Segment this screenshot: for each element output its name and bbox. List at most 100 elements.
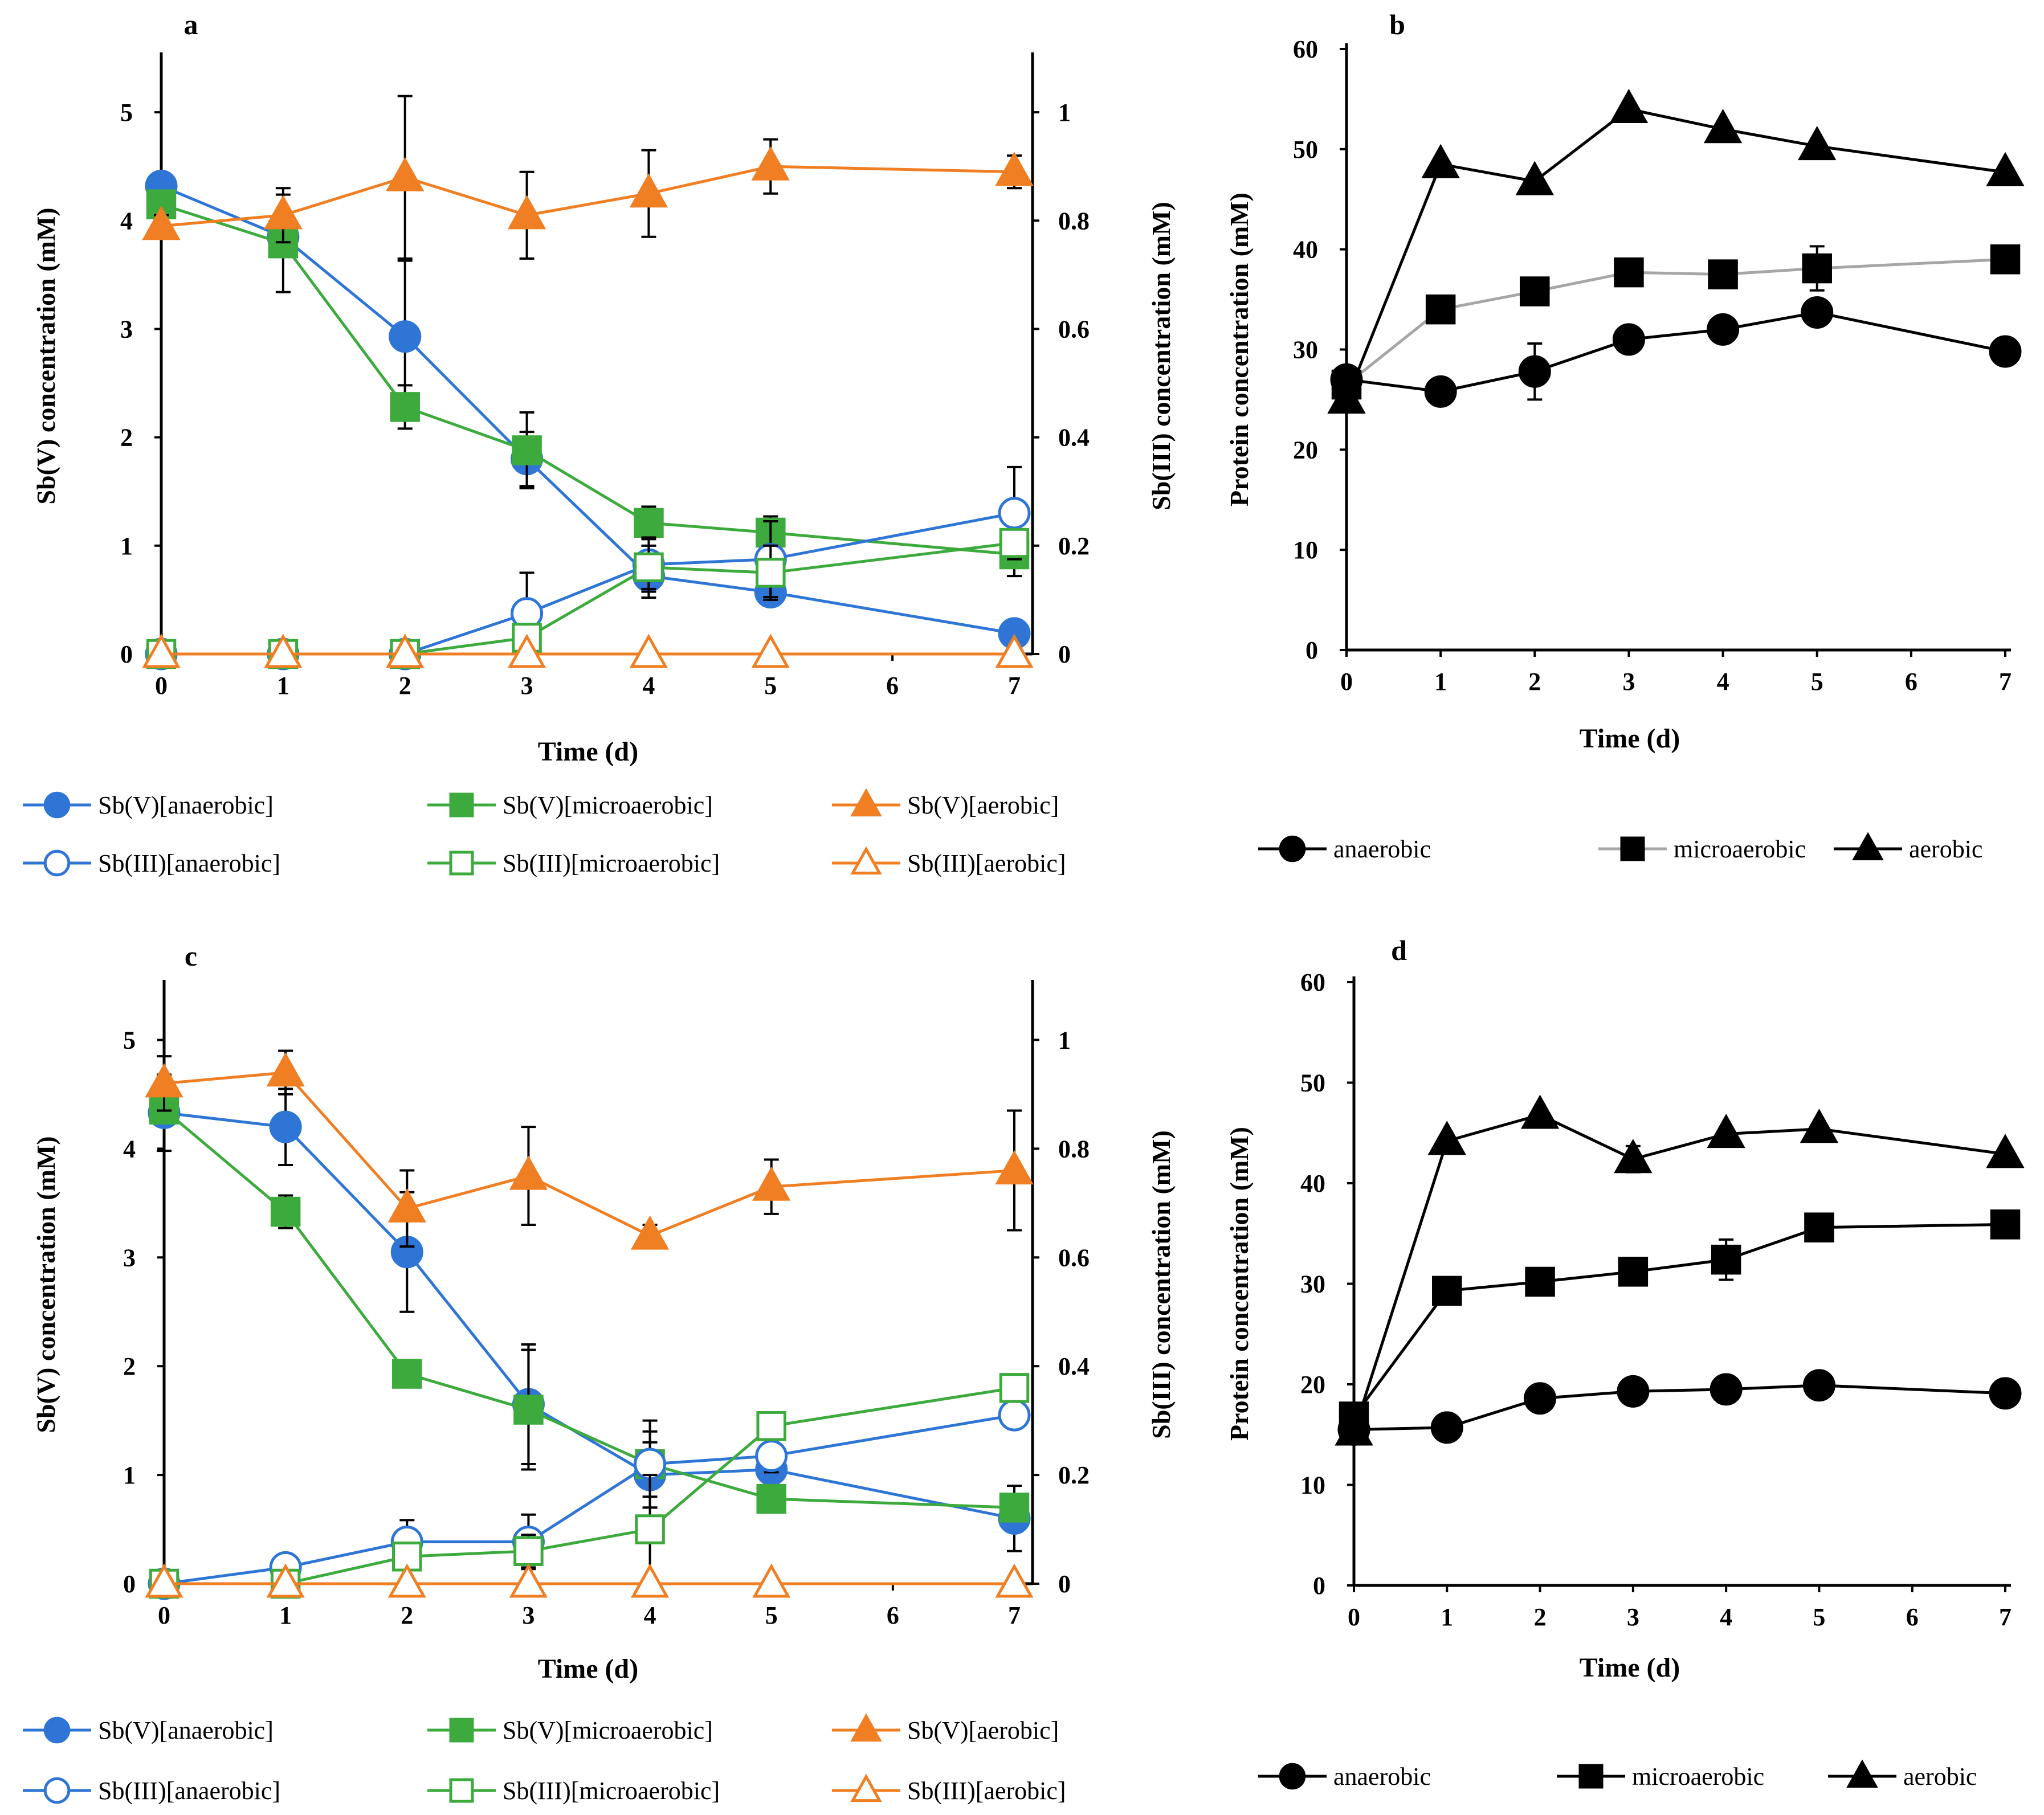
legend-marker (43, 849, 71, 877)
x-tick-label: 1 (277, 672, 289, 700)
data-point (999, 528, 1030, 558)
x-tick-label: 7 (1999, 668, 2012, 696)
x-tick-label: 4 (1720, 1603, 1732, 1631)
y2-tick-label: 1 (1058, 1026, 1071, 1054)
data-point (1798, 125, 1837, 161)
data-point (390, 392, 420, 422)
x-axis-label: Time (d) (538, 1654, 638, 1684)
legend-marker (850, 846, 882, 875)
x-tick-label: 0 (155, 672, 168, 700)
data-point (1802, 253, 1832, 284)
x-tick-label: 3 (521, 672, 533, 700)
y-tick-label: 5 (123, 1026, 136, 1054)
y-tick-label: 20 (1293, 436, 1318, 464)
data-point (629, 633, 668, 668)
data-point (142, 206, 181, 240)
data-point (1986, 1134, 2025, 1168)
series-Sb(V)[microaerobic] (149, 1094, 1030, 1523)
y-tick-label: 60 (1300, 968, 1325, 996)
series-microaerobic (1339, 1209, 2021, 1432)
legend-item: anaerobic (1258, 1763, 1431, 1791)
legend-label: Sb(V)[anaerobic] (98, 1716, 274, 1744)
data-point (756, 1411, 786, 1441)
legend-label: Sb(V)[microaerobic] (503, 1716, 713, 1744)
y2-axis-label: Sb(III) concentration (mM) (1147, 202, 1176, 510)
data-point (387, 1188, 426, 1223)
data-point (269, 1110, 302, 1143)
data-point (1708, 259, 1738, 289)
series-Sb(III)[aerobic] (145, 1563, 1034, 1598)
data-point (512, 435, 542, 465)
data-point (386, 157, 425, 191)
data-point (995, 1150, 1034, 1185)
panel-d: 0 1 2 3 4 5 6 7 0 10 20 30 40 50 60 d Time (d) Protein co… (1225, 934, 2025, 1791)
data-point (509, 1563, 548, 1598)
legend-marker (850, 1773, 882, 1802)
legend-label: Sb(III)[microaerobic] (503, 849, 720, 877)
legend-marker (1846, 1759, 1878, 1788)
data-point (1614, 1139, 1653, 1174)
data-point (1989, 1377, 2022, 1410)
data-point (1990, 1209, 2021, 1240)
x-axis-label: Time (d) (538, 737, 638, 767)
x-axis-label: Time (d) (1580, 1653, 1680, 1683)
data-point (264, 195, 303, 230)
x-tick-label: 7 (1999, 1603, 2012, 1631)
x-tick-label: 1 (1441, 1603, 1453, 1631)
legend: anaerobic microaerobic aerobic (1258, 1759, 1977, 1791)
data-point (1524, 1382, 1557, 1415)
legend: Sb(V)[anaerobic] Sb(V)[microaerobic] Sb(V)… (23, 1713, 1066, 1805)
y2-axis-label: Sb(III) concentration (mM) (1147, 1130, 1176, 1439)
data-point (752, 1166, 791, 1201)
data-point (507, 195, 546, 230)
series-microaerobic (1331, 244, 2021, 400)
data-point (999, 1373, 1030, 1403)
y2-tick-label: 0.4 (1058, 1352, 1090, 1380)
series-line (161, 512, 1015, 656)
y2-tick-label: 0.8 (1058, 1135, 1090, 1163)
legend-marker (43, 1777, 71, 1804)
data-point (1432, 1276, 1462, 1306)
data-point (1518, 355, 1551, 388)
y-tick-label: 40 (1293, 236, 1318, 264)
y2-tick-label: 0.2 (1058, 1461, 1090, 1489)
legend-label: Sb(V)[aerobic] (907, 1716, 1059, 1744)
legend-label: Sb(V)[microaerobic] (503, 791, 713, 819)
x-tick-label: 6 (887, 1601, 899, 1629)
data-point (387, 1563, 426, 1598)
legend-item: Sb(V)[aerobic] (832, 1713, 1059, 1744)
legend-item: aerobic (1834, 832, 1982, 863)
legend-item: anaerobic (1258, 835, 1431, 863)
data-point (1425, 294, 1456, 325)
y-axis-label: Protein concentration (mM) (1225, 193, 1254, 506)
data-point (634, 508, 664, 538)
legend-item: Sb(III)[microaerobic] (427, 849, 720, 877)
legend-item: Sb(III)[anaerobic] (23, 849, 280, 877)
data-point (998, 497, 1031, 530)
data-point (756, 1483, 786, 1514)
y-tick-label: 10 (1300, 1471, 1325, 1499)
y-axis-label: Sb(V) concentration (mM) (31, 1136, 60, 1433)
data-point (1711, 1244, 1741, 1275)
x-tick-label: 1 (1434, 668, 1447, 696)
x-tick-label: 1 (279, 1601, 292, 1629)
legend-label: Sb(III)[microaerobic] (503, 1777, 720, 1805)
data-point (635, 1514, 665, 1544)
panel-label: b (1389, 9, 1405, 40)
legend-item: microaerobic (1557, 1763, 1764, 1791)
legend-item: Sb(V)[aerobic] (832, 788, 1059, 819)
x-tick-label: 6 (1906, 1603, 1919, 1631)
data-point (1520, 1094, 1560, 1129)
y-tick-label: 0 (1313, 1572, 1325, 1600)
x-tick-label: 5 (764, 672, 777, 700)
data-point (995, 152, 1034, 186)
legend-marker (449, 851, 474, 876)
x-tick-label: 4 (642, 672, 655, 700)
x-tick-label: 6 (1905, 668, 1917, 696)
data-point (142, 633, 181, 668)
legend-item: Sb(V)[anaerobic] (23, 1716, 274, 1744)
data-point (1327, 379, 1366, 414)
x-tick-label: 5 (1813, 1603, 1825, 1631)
panel-c: 0 1 2 3 4 5 6 7 0 1 2 3 4 5 0 0.2 0.4 0.6 0.8 1 c Time (d) Sb(… (23, 940, 1176, 1805)
x-tick-label: 5 (765, 1601, 778, 1629)
